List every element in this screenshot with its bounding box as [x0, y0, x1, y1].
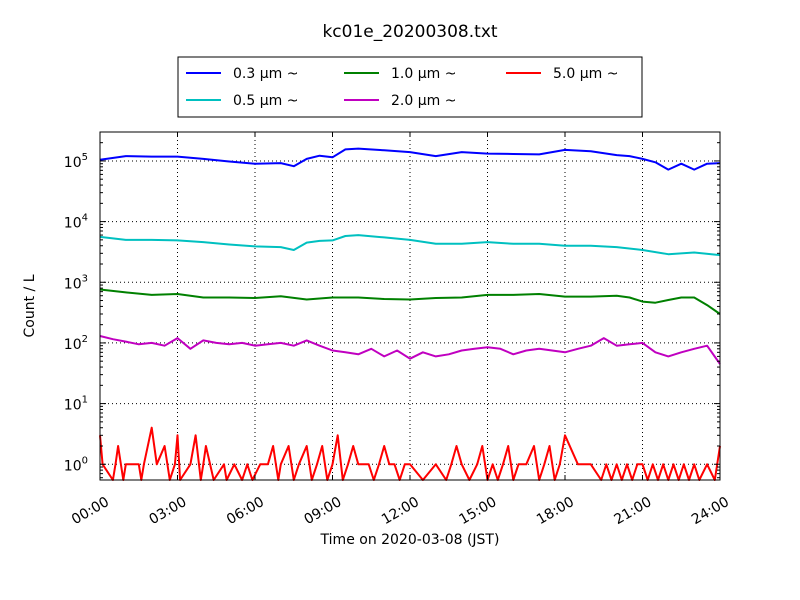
y-axis-label: Count / L: [22, 274, 38, 337]
axis-ticks: 00:00 03:00 06:00 09:00 12:00 15:00 18:00 21:00…: [64, 131, 732, 528]
x-axis-label: Time on 2020-03-08 (JST): [320, 532, 500, 548]
series-line-2: [99, 288, 721, 315]
x-tick-label: 21:00: [612, 494, 655, 528]
y-tick-label: 101: [64, 395, 88, 414]
chart-title: kc01e_20200308.txt: [322, 22, 497, 42]
y-tick-label: 100: [64, 455, 88, 474]
series-line-4: [99, 426, 721, 481]
x-tick-label: 24:00: [689, 494, 732, 528]
legend: 0.3 μm ~ 0.5 μm ~ 1.0 μm ~ 2.0 μm ~ 5.0 μm ~: [177, 56, 643, 118]
legend-label: 0.5 μm ~: [233, 93, 298, 109]
y-tick-label: 105: [64, 152, 88, 171]
x-tick-label: 12:00: [379, 494, 422, 528]
series-line-0: [99, 147, 721, 171]
x-tick-label: 18:00: [534, 494, 577, 528]
x-tick-label: 00:00: [69, 494, 112, 528]
series-line-1: [99, 234, 721, 257]
y-tick-label: 104: [64, 213, 88, 232]
legend-label: 5.0 μm ~: [553, 66, 618, 82]
x-tick-label: 15:00: [457, 494, 500, 528]
x-tick-label: 06:00: [224, 494, 267, 528]
y-tick-label: 103: [64, 273, 88, 292]
series-lines: [99, 147, 721, 481]
y-tick-label: 102: [64, 334, 88, 353]
x-tick-label: 09:00: [302, 494, 345, 528]
legend-frame: [177, 56, 643, 118]
legend-label: 2.0 μm ~: [391, 93, 456, 109]
series-line-3: [99, 335, 721, 365]
legend-label: 0.3 μm ~: [233, 66, 298, 82]
legend-label: 1.0 μm ~: [391, 66, 456, 82]
x-tick-label: 03:00: [147, 494, 190, 528]
grid: [100, 132, 720, 480]
